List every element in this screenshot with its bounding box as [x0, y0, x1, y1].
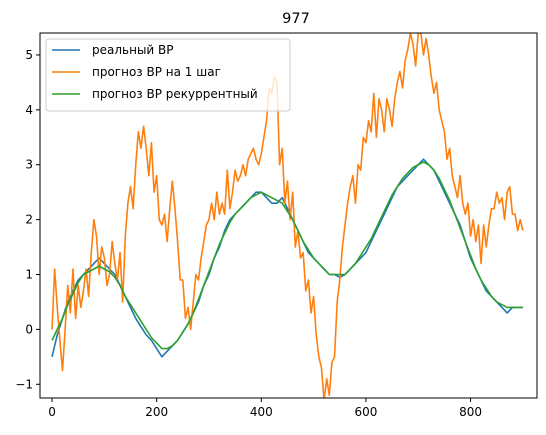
y-tick-label: 3: [25, 158, 33, 172]
y-tick-label: −1: [15, 377, 33, 391]
series-line-one-step: [51, 33, 524, 398]
series-line-recurrent: [51, 161, 523, 350]
x-tick-label: 0: [48, 405, 56, 419]
y-tick-label: 2: [25, 213, 33, 227]
chart-title: 977: [282, 11, 310, 27]
x-tick-label: 200: [145, 405, 168, 419]
legend-label-real: реальный ВР: [92, 43, 174, 57]
legend: реальный ВР прогноз ВР на 1 шаг прогноз …: [45, 38, 291, 112]
y-tick-label: 1: [25, 268, 33, 282]
y-tick-label: 0: [25, 322, 33, 336]
y-tick-label: 5: [25, 48, 33, 62]
x-tick-label: 800: [459, 405, 482, 419]
plot-frame: [39, 32, 538, 399]
legend-label-recurrent: прогноз ВР рекуррентный: [92, 87, 258, 101]
x-tick-label: 600: [354, 405, 377, 419]
series-line-real: [51, 158, 523, 358]
legend-box: [45, 38, 291, 112]
series-layer: [51, 33, 524, 398]
x-tick-label: 400: [250, 405, 273, 419]
y-tick-label: 4: [25, 103, 33, 117]
legend-label-one-step: прогноз ВР на 1 шаг: [92, 65, 221, 79]
ticks-layer: 0 200 400 600 800 −1 0 1 2 3 4 5: [15, 48, 482, 419]
